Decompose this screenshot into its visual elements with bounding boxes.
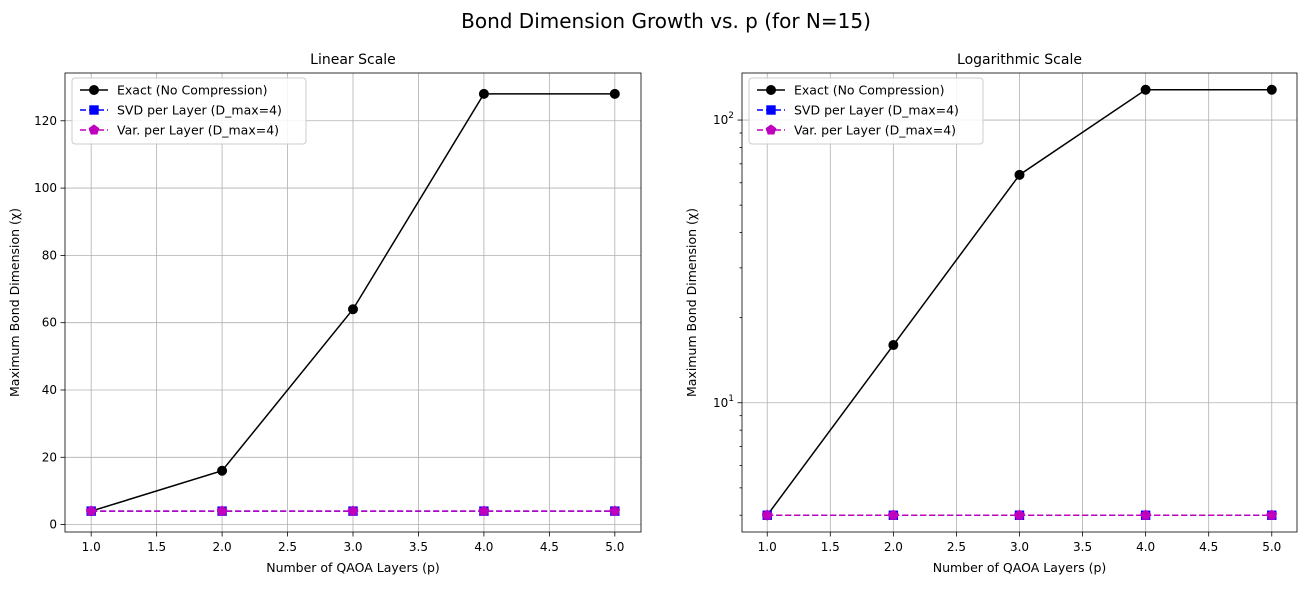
- x-tick-label: 3.5: [409, 540, 428, 554]
- legend-entry: Var. per Layer (D_max=4): [117, 123, 279, 138]
- x-tick-label: 4.0: [1136, 540, 1155, 554]
- chart-2: 1.0 1.5 2.0 2.5 3.0 3.5 4.0 4.5 5.0 101 102 Logarit…: [684, 52, 1298, 575]
- axes-frame: [64, 72, 642, 533]
- x-tick-label: 3.0: [343, 540, 362, 554]
- data-point: [216, 505, 228, 516]
- x-tick-label: 4.5: [1199, 540, 1218, 554]
- x-axis-label: Number of QAOA Layers (p): [266, 560, 440, 575]
- figure-title: Bond Dimension Growth vs. p (for N=15): [461, 9, 871, 33]
- x-axis-label: Number of QAOA Layers (p): [933, 560, 1107, 575]
- y-tick-label: 60: [42, 316, 57, 330]
- data-point: [888, 340, 899, 351]
- data-point: [609, 88, 620, 99]
- x-tick-label: 5.0: [1262, 540, 1281, 554]
- x-tick-label: 3.5: [1073, 540, 1092, 554]
- x-tick-label: 2.0: [884, 540, 903, 554]
- legend-swatch-marker: [89, 105, 99, 115]
- data-point: [609, 505, 621, 516]
- legend-swatch-marker: [89, 85, 99, 95]
- data-point: [1140, 509, 1151, 520]
- y-tick-label: 101: [713, 394, 734, 410]
- y-axis-label: Maximum Bond Dimension (χ): [7, 208, 22, 397]
- legend-entry: SVD per Layer (D_max=4): [794, 103, 959, 118]
- x-tick-label: 1.5: [821, 540, 840, 554]
- legend-entry: SVD per Layer (D_max=4): [117, 103, 282, 118]
- x-tick-label: 2.5: [278, 540, 297, 554]
- data-point: [1140, 84, 1151, 95]
- y-axis-label: Maximum Bond Dimension (χ): [684, 208, 699, 397]
- y-tick-label: 0: [49, 518, 57, 532]
- data-point: [1014, 509, 1025, 520]
- chart-title: Linear Scale: [310, 52, 396, 68]
- data-point: [888, 509, 899, 520]
- legend-swatch-marker: [766, 105, 776, 115]
- y-tick-label: 80: [42, 248, 57, 262]
- x-tick-label: 1.0: [758, 540, 777, 554]
- legend-box: [71, 77, 307, 145]
- y-tick-label: 40: [42, 383, 57, 397]
- x-tick-label: 3.0: [1010, 540, 1029, 554]
- legend: Exact (No Compression) SVD per Layer (D_m…: [71, 77, 307, 145]
- axes-frame: [741, 72, 1298, 533]
- data-point: [1266, 509, 1278, 520]
- y-tick-label: 120: [34, 114, 57, 128]
- x-tick-label: 2.0: [213, 540, 232, 554]
- x-tick-label: 1.5: [147, 540, 166, 554]
- legend-swatch-marker: [766, 85, 776, 95]
- legend-entry: Var. per Layer (D_max=4): [794, 123, 956, 138]
- data-point: [347, 505, 359, 516]
- legend-entry: Exact (No Compression): [117, 83, 268, 98]
- data-point: [1014, 169, 1025, 180]
- y-tick-label: 100: [34, 181, 57, 195]
- data-point: [1266, 84, 1277, 95]
- data-point: [761, 509, 773, 520]
- data-point: [478, 505, 490, 516]
- x-tick-label: 4.5: [540, 540, 559, 554]
- data-point: [85, 505, 97, 516]
- x-tick-label: 2.5: [947, 540, 966, 554]
- data-point: [348, 304, 358, 315]
- x-tick-label: 4.0: [474, 540, 493, 554]
- y-tick-label: 20: [42, 450, 57, 464]
- chart-1: 1.0 1.5 2.0 2.5 3.0 3.5 4.0 4.5 5.0 0 20 40 60 80 100 1…: [7, 52, 642, 575]
- legend: Exact (No Compression) SVD per Layer (D_m…: [748, 77, 984, 145]
- data-point: [217, 465, 228, 476]
- x-tick-label: 5.0: [605, 540, 624, 554]
- legend-swatch-marker: [88, 124, 100, 135]
- legend-box: [748, 77, 984, 145]
- x-tick-label: 1.0: [82, 540, 101, 554]
- chart-title: Logarithmic Scale: [957, 52, 1082, 68]
- y-tick-label: 102: [713, 111, 734, 127]
- data-point: [478, 88, 489, 99]
- legend-swatch-marker: [765, 124, 777, 135]
- legend-entry: Exact (No Compression): [794, 83, 945, 98]
